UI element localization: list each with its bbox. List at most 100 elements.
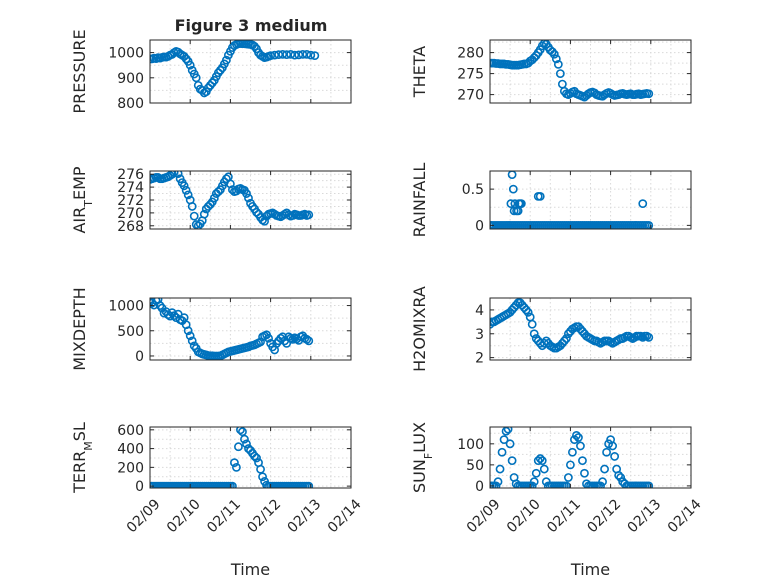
data-point xyxy=(302,49,312,59)
data-point xyxy=(506,199,516,209)
data-point xyxy=(244,193,253,203)
data-point xyxy=(566,460,575,470)
subplot-sun-flux: 02/09 02/10 02/11 02/12 02/13 02/14 0 50 100 SUNF… xyxy=(410,422,705,579)
x-axis-label: Time xyxy=(230,560,270,579)
data-point xyxy=(310,51,320,61)
y-tick-label: 0 xyxy=(135,479,144,495)
series-markers xyxy=(490,40,654,102)
data-point xyxy=(508,184,518,194)
data-point xyxy=(270,50,280,60)
data-point xyxy=(250,451,259,461)
data-point xyxy=(238,427,247,437)
y-axis-label-subscript: M xyxy=(82,441,95,451)
data-point xyxy=(535,191,545,201)
data-point xyxy=(505,439,515,449)
data-point xyxy=(559,336,569,346)
x-tick-label: 02/11 xyxy=(544,496,584,536)
data-point xyxy=(551,54,561,64)
data-point xyxy=(578,456,587,466)
x-tick-label: 02/13 xyxy=(285,496,325,536)
data-point xyxy=(278,49,288,59)
data-point xyxy=(600,464,609,474)
axes-box xyxy=(149,39,352,104)
axes-box xyxy=(489,426,692,489)
data-point xyxy=(179,181,189,191)
axes-box xyxy=(489,297,692,361)
data-point xyxy=(256,464,265,474)
data-point xyxy=(568,447,577,457)
data-point xyxy=(527,319,537,329)
y-tick-label: 0 xyxy=(135,349,144,365)
subplot-h2omixra: 2 3 4 H2OMIXRA xyxy=(410,286,692,372)
subplot-pressure: 800 900 1000 PRESSURE xyxy=(70,29,352,114)
data-point xyxy=(185,331,195,341)
x-tick-label: 02/10 xyxy=(164,496,204,536)
data-point xyxy=(169,171,179,177)
data-point xyxy=(539,464,549,474)
y-tick-label: 280 xyxy=(457,46,484,62)
y-tick-label: 900 xyxy=(117,71,144,87)
data-point xyxy=(549,49,559,59)
data-point xyxy=(531,468,541,478)
data-point xyxy=(610,452,620,461)
data-point xyxy=(608,441,618,451)
data-point xyxy=(242,439,251,449)
series-markers xyxy=(150,171,314,229)
subplot-terr-msl: 02/09 02/10 02/11 02/12 02/13 02/14 0 200 400 600… xyxy=(70,422,365,579)
data-point xyxy=(521,305,531,315)
x-tick-label: 02/13 xyxy=(625,496,665,536)
data-point xyxy=(150,54,155,64)
y-axis-label: SUNFLUX xyxy=(410,422,435,493)
y-axis-label: THETA xyxy=(410,46,429,98)
subplot-theta: 270 275 280 THETA xyxy=(410,39,692,104)
data-point xyxy=(189,211,199,221)
data-point xyxy=(555,69,565,78)
data-point xyxy=(290,50,300,60)
data-point xyxy=(533,456,543,466)
data-point xyxy=(199,209,209,219)
subplot-mixdepth: 0 500 1000 MIXDEPTH xyxy=(70,287,352,371)
y-tick-label: 500 xyxy=(117,324,144,340)
y-tick-label: 50 xyxy=(466,458,484,474)
data-point xyxy=(507,171,517,180)
data-point xyxy=(213,187,223,197)
y-axis-label-rest: LUX xyxy=(410,422,429,453)
data-point xyxy=(228,185,237,195)
data-point xyxy=(234,442,243,452)
y-tick-label: 276 xyxy=(117,167,144,183)
subplot-rainfall: 0 0.5 RAINFALL xyxy=(410,163,692,238)
x-tick-label: 02/12 xyxy=(584,496,624,536)
data-point xyxy=(221,55,231,65)
y-axis-label-subscript: T xyxy=(82,200,95,208)
axes-box xyxy=(489,170,692,230)
y-axis-label-main: AIR xyxy=(70,207,89,234)
data-point xyxy=(260,216,269,226)
data-point xyxy=(232,462,241,472)
series-markers xyxy=(490,427,654,488)
data-point xyxy=(527,481,537,488)
y-tick-label: 270 xyxy=(457,88,484,104)
data-point xyxy=(529,329,539,339)
data-point xyxy=(169,311,179,321)
y-axis-label: RAINFALL xyxy=(410,163,429,238)
axes-box xyxy=(489,39,692,104)
x-tick-label: 02/11 xyxy=(204,496,244,536)
data-point xyxy=(561,334,571,343)
data-point xyxy=(616,473,626,482)
y-tick-label: 800 xyxy=(117,96,144,112)
data-point xyxy=(572,431,581,440)
data-point xyxy=(553,59,563,69)
y-tick-label: 0 xyxy=(475,218,484,234)
y-tick-label: 268 xyxy=(117,219,144,235)
y-tick-label: 2 xyxy=(475,351,484,367)
grid xyxy=(149,427,352,488)
data-point xyxy=(537,456,547,466)
y-tick-label: 0.5 xyxy=(462,182,484,198)
data-point xyxy=(529,477,539,487)
data-point xyxy=(306,50,316,60)
data-point xyxy=(256,337,265,347)
y-tick-label: 100 xyxy=(457,437,484,453)
y-tick-label: 275 xyxy=(457,67,484,83)
x-axis-label: Time xyxy=(570,560,610,579)
